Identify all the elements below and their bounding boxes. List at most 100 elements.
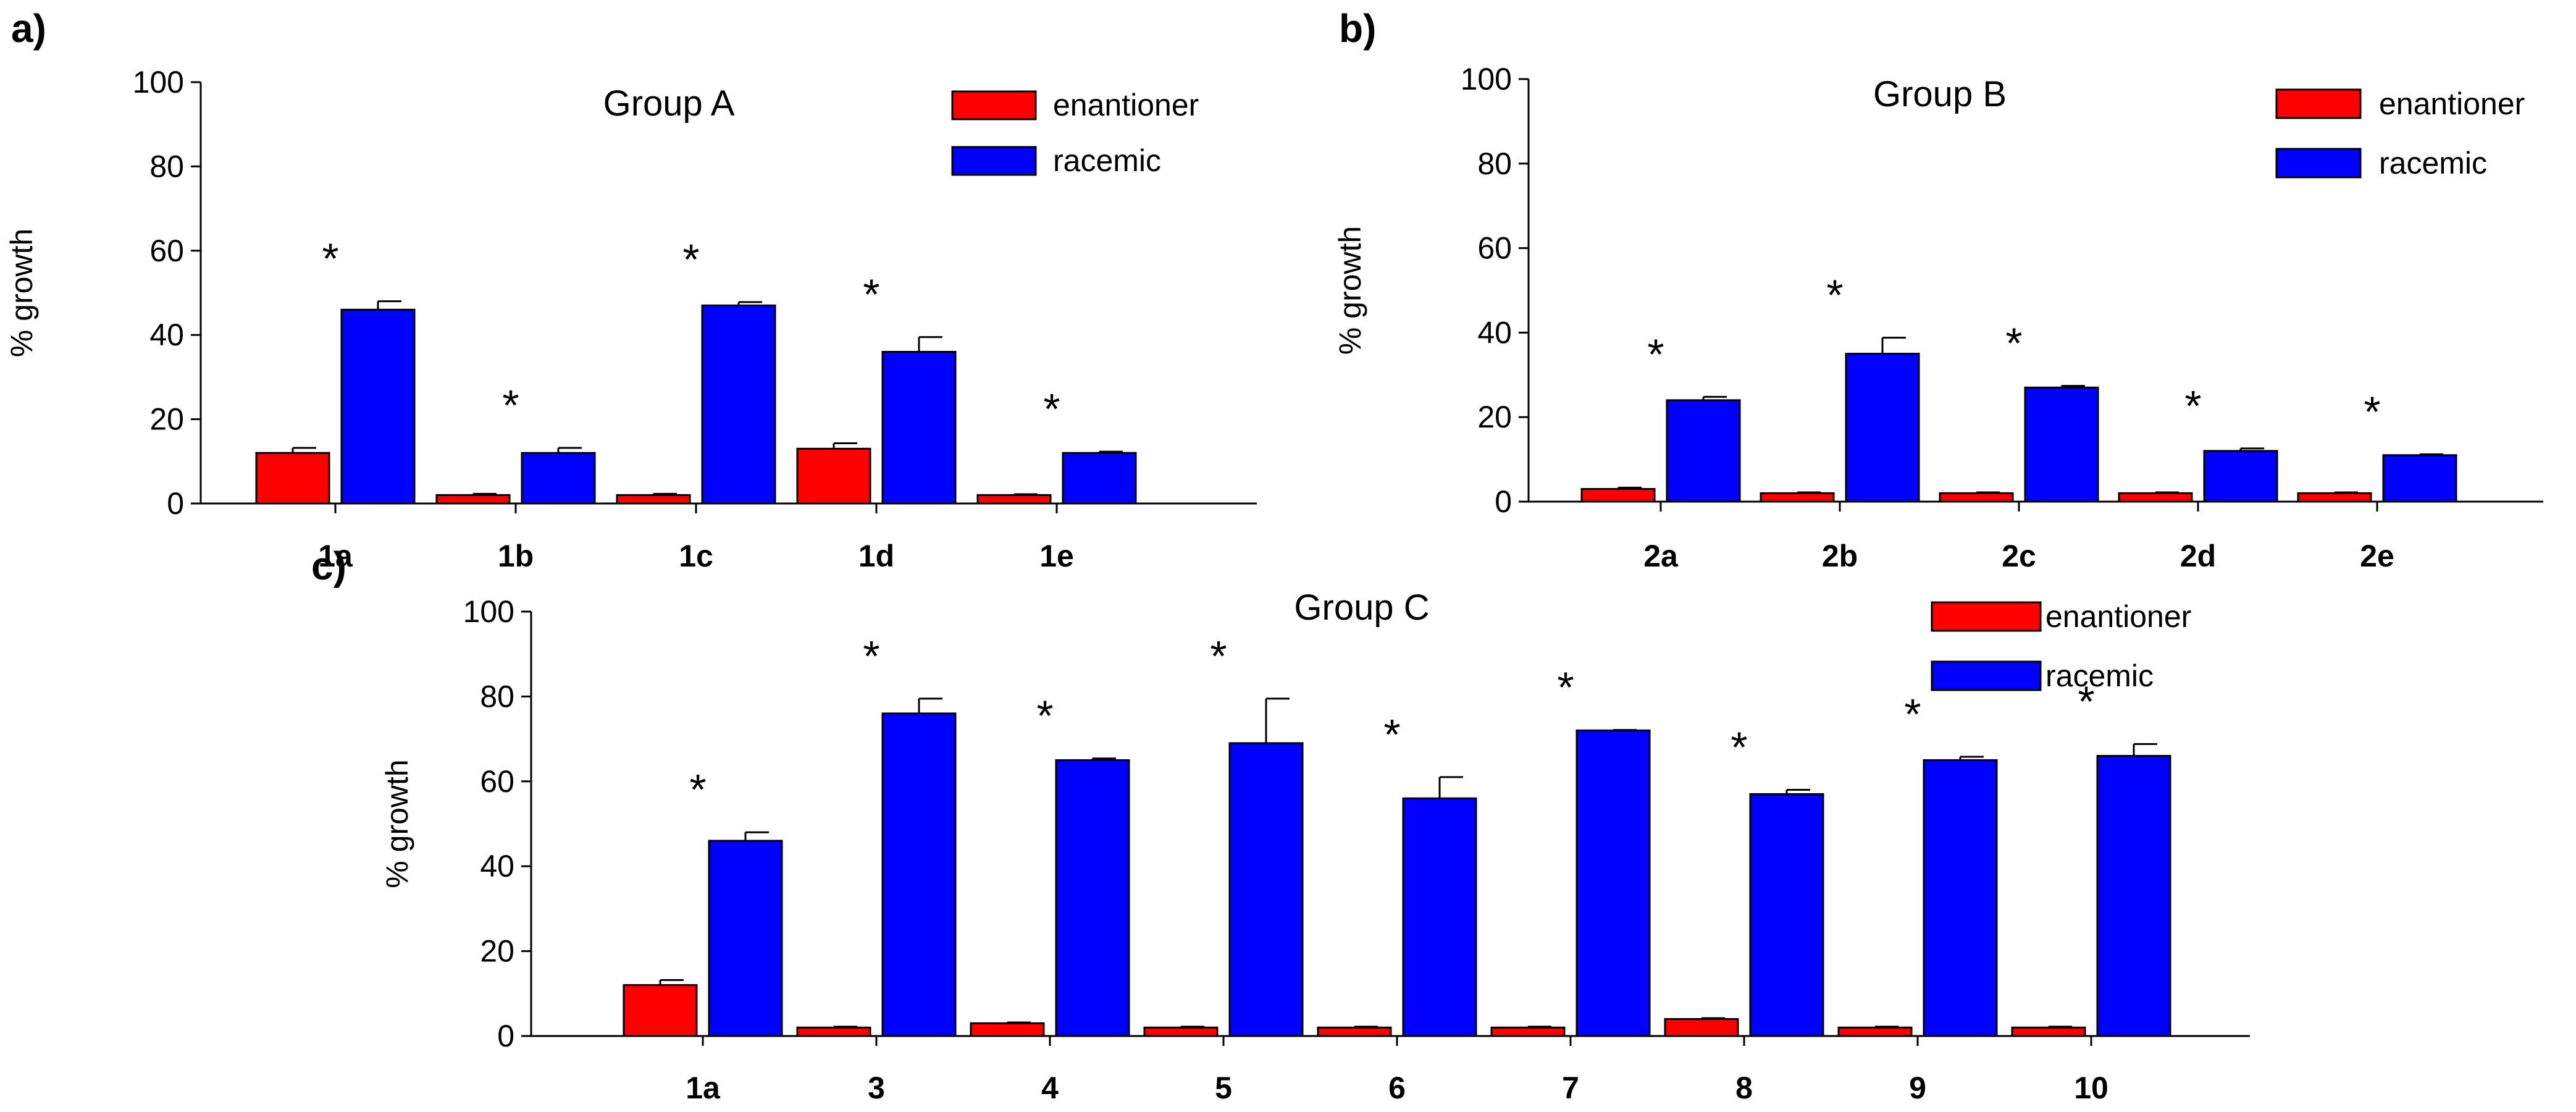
significance-marker: * [863,271,879,319]
racemic-bar [1923,759,1998,1037]
enantioner-bar [2297,492,2372,503]
chart-title: Group C [1294,588,1429,628]
enantioner-bar [796,1026,871,1037]
chart-group-b: b) Group B 0 20 40 60 80 100 % growth 2a * 2b * 2c * 2d… [1333,6,2543,573]
x-tick-label: 1d [858,539,894,573]
y-tick-label: 100 [463,594,514,629]
significance-marker: * [2184,382,2201,430]
chart-title: Group A [603,83,735,124]
significance-marker: * [863,632,879,680]
significance-marker: * [1731,723,1747,772]
significance-marker: * [1383,710,1400,759]
y-tick-label: 0 [1495,484,1512,519]
y-tick-label: 20 [480,934,514,969]
significance-marker: * [682,235,699,284]
x-tick-label: 5 [1215,1071,1232,1105]
legend-swatch [2275,88,2362,119]
enantioner-bar [2011,1026,2086,1037]
racemic-bar [340,308,416,505]
y-tick-label: 80 [149,149,184,183]
x-tick-label: 2d [2180,539,2216,573]
racemic-bar [1062,452,1137,505]
racemic-bar [2024,386,2099,503]
legend-label: enantioner [2045,599,2191,634]
racemic-bar [521,452,596,505]
x-tick-label: 3 [868,1071,885,1105]
racemic-bar [881,350,957,505]
x-tick-label: 1a [318,539,353,573]
racemic-bar [1666,399,1741,503]
x-tick-label: 2b [1822,539,1858,573]
enantioner-bar [1939,492,2014,503]
y-tick-label: 20 [1477,400,1512,434]
legend-label: racemic [2045,659,2154,693]
racemic-bar [2096,755,2171,1037]
significance-marker: * [322,235,338,283]
enantioner-bar [976,494,1052,505]
significance-marker: * [502,381,519,429]
x-tick-label: 4 [1041,1071,1059,1105]
y-axis-label: % growth [380,759,414,888]
racemic-bar [1749,793,1824,1037]
x-tick-label: 10 [2074,1071,2108,1105]
significance-marker: * [2364,387,2380,436]
racemic-bar [881,712,957,1037]
significance-marker: * [1210,632,1227,680]
racemic-bar [1845,353,1920,503]
racemic-bar [1228,742,1304,1037]
x-tick-label: 2e [2360,539,2394,573]
x-tick-label: 1b [498,539,534,573]
enantioner-bar [1664,1018,1739,1037]
enantioner-bar [623,984,698,1037]
y-tick-label: 40 [480,849,514,883]
racemic-bar [701,304,776,505]
significance-marker: * [1036,692,1053,740]
legend-swatch [1931,601,2042,632]
chart-group-c: c) Group C 0 20 40 60 80 100 % growth 1a * 3 * 4 * 5 * 6 *… [311,544,2250,1105]
legend-label: enantioner [1053,88,1199,122]
x-tick-label: 2c [2002,539,2036,573]
y-axis-label: % growth [4,229,39,357]
y-tick-label: 100 [1461,62,1512,96]
racemic-bar [2203,450,2278,503]
x-tick-label: 6 [1388,1071,1406,1105]
enantioner-bar [2118,492,2193,503]
racemic-bar [1575,729,1651,1037]
significance-marker: * [1043,385,1060,433]
y-axis-label: % growth [1333,226,1367,355]
x-tick-label: 9 [1909,1071,1926,1105]
chart-group-a: a) Group A 0 20 40 60 80 100 % growth 1a * 1b * 1c * 1d… [4,6,1257,573]
significance-marker: * [2005,319,2022,368]
panel-label: b) [1339,6,1376,51]
x-tick-label: 7 [1562,1071,1579,1105]
enantioner-bar [1490,1026,1566,1037]
y-tick-label: 100 [133,65,184,99]
y-tick-label: 0 [167,486,184,521]
enantioner-bar [1317,1026,1392,1037]
enantioner-bar [1580,487,1656,503]
racemic-bar [2382,454,2457,503]
x-tick-label: 1c [679,539,713,573]
legend-swatch [1931,660,2042,691]
enantioner-bar [435,494,511,505]
x-tick-label: 2a [1643,539,1679,573]
significance-marker: * [1557,663,1574,712]
enantioner-bar [1837,1026,1913,1037]
enantioner-bar [255,452,330,505]
legend-swatch [951,90,1037,120]
enantioner-bar [1143,1026,1219,1037]
y-tick-label: 40 [1477,315,1512,350]
significance-marker: * [1826,271,1843,319]
y-tick-label: 80 [480,679,514,714]
y-tick-label: 0 [497,1019,514,1053]
enantioner-bar [1760,492,1835,503]
y-tick-label: 60 [149,234,184,268]
panel-label: c) [311,544,346,588]
racemic-bar [1402,797,1477,1037]
racemic-bar [708,840,783,1037]
chart-title: Group B [1873,74,2007,114]
legend-label: racemic [1053,143,1161,178]
legend-swatch [2275,148,2362,179]
legend-swatch [951,146,1037,176]
